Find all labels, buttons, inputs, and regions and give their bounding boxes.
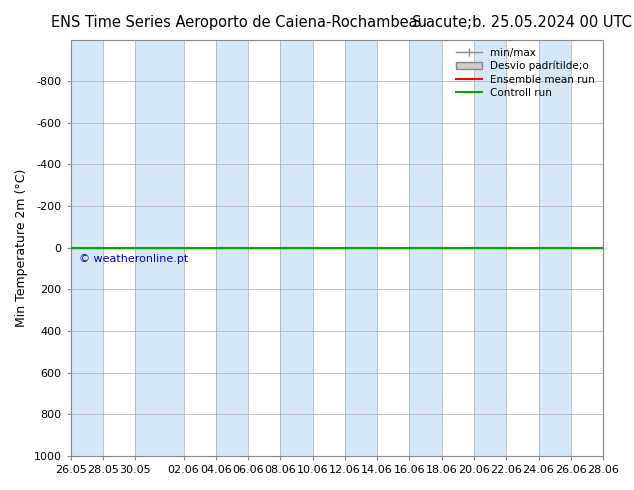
Y-axis label: Min Temperature 2m (°C): Min Temperature 2m (°C) — [15, 169, 28, 327]
Bar — [280, 40, 313, 456]
Bar — [474, 40, 506, 456]
Bar — [538, 40, 571, 456]
Legend: min/max, Desvio padrítilde;o, Ensemble mean run, Controll run: min/max, Desvio padrítilde;o, Ensemble m… — [453, 45, 598, 101]
Bar — [345, 40, 377, 456]
Bar — [410, 40, 442, 456]
Text: ENS Time Series Aeroporto de Caiena-Rochambeau: ENS Time Series Aeroporto de Caiena-Roch… — [51, 15, 427, 30]
Bar — [135, 40, 183, 456]
Bar — [216, 40, 248, 456]
Bar — [70, 40, 103, 456]
Text: © weatheronline.pt: © weatheronline.pt — [79, 254, 188, 264]
Text: S acute;b. 25.05.2024 00 UTC: S acute;b. 25.05.2024 00 UTC — [412, 15, 632, 30]
